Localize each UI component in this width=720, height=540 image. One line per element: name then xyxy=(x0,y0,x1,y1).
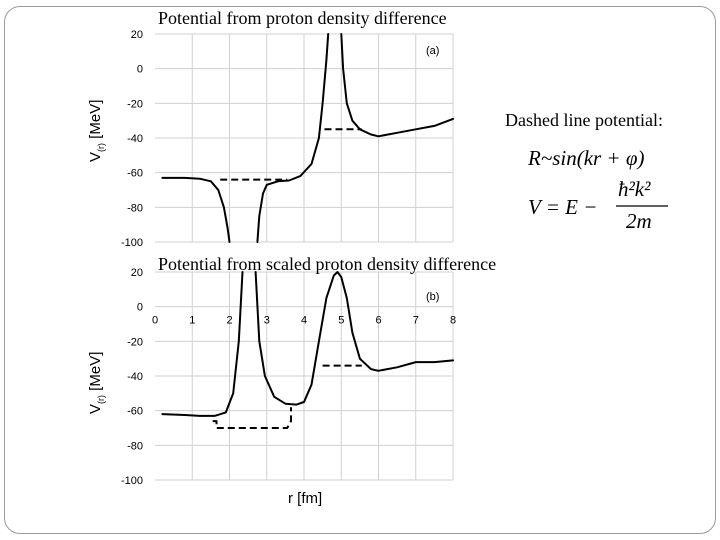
panel-b-y-tick-label: -40 xyxy=(127,371,143,383)
formula-wavefunction: R~sin(kr + φ) xyxy=(527,146,644,170)
panel-a-series-potential-2 xyxy=(340,33,454,138)
panel-b-x-axis-label: r [fm] xyxy=(288,490,322,507)
panel-b-x-tick-label: 7 xyxy=(413,315,419,327)
formula-potential-lhs: V = E − xyxy=(528,195,597,219)
panel-a-gridlines xyxy=(155,33,454,243)
panel-b-y-tick-label: -80 xyxy=(127,440,143,452)
panel-a-y-tick-label: -60 xyxy=(127,168,143,180)
panel-b-y-tick-label: 20 xyxy=(131,267,143,279)
panel-b-y-tick-label: -100 xyxy=(121,475,143,487)
panel-b-y-tick-label: -20 xyxy=(127,336,143,348)
panel-b-x-tick-label: 2 xyxy=(226,315,232,327)
slide-frame xyxy=(4,6,716,534)
panel-b-x-tick-label: 4 xyxy=(301,315,307,327)
panel-b-series xyxy=(161,271,454,429)
panel-a-y-axis-label: V(r) [MeV] xyxy=(87,100,106,162)
panel-b-title: Potential from scaled proton density dif… xyxy=(158,254,496,274)
dashed-line-caption: Dashed line potential: xyxy=(505,110,663,130)
panel-b-series-potential-1 xyxy=(254,271,454,406)
panel-b-series-potential-0 xyxy=(161,271,244,417)
panel-a-series-potential-0 xyxy=(161,176,231,243)
panel-b-label: (b) xyxy=(426,291,439,303)
panel-b-x-tick-label: 6 xyxy=(375,315,381,327)
formula-potential-numerator: ħ²k² xyxy=(618,177,651,201)
panel-a-y-tick-label: -20 xyxy=(127,98,143,110)
panel-b-y-tick-label: 0 xyxy=(137,302,143,314)
panel-b-x-tick-label: 5 xyxy=(338,315,344,327)
panel-b-x-tick-label: 0 xyxy=(152,315,158,327)
panel-a-y-tick-label: -100 xyxy=(121,237,143,249)
panel-a-y-tick-label: -80 xyxy=(127,202,143,214)
panel-a-y-tick-label: 0 xyxy=(137,64,143,76)
panel-b-x-tick-label: 3 xyxy=(264,315,270,327)
panel-a-y-tick-label: 20 xyxy=(131,29,143,41)
panel-a-title: Potential from proton density difference xyxy=(158,8,447,28)
panel-a-y-tick-label: -40 xyxy=(127,133,143,145)
panel-b-series-dashed-2 xyxy=(212,407,292,429)
panel-a: 20 0 -20 -40 -60 -80 -100 Potential from proto… xyxy=(87,8,454,249)
panel-b-x-tick-labels: 0 1 2 3 4 5 6 7 8 xyxy=(152,315,456,327)
panel-b-y-axis-label: V(r) [MeV] xyxy=(87,352,106,414)
panel-b: 20 0 -20 -40 -60 -80 -100 0 1 2 3 4 5 6 7 8 Potential … xyxy=(87,254,496,507)
panel-a-y-tick-labels: 20 0 -20 -40 -60 -80 -100 xyxy=(121,29,143,249)
panel-b-y-tick-label: -60 xyxy=(127,406,143,418)
panel-b-x-tick-label: 8 xyxy=(450,315,456,327)
panel-b-x-tick-label: 1 xyxy=(189,315,195,327)
panel-a-series-potential-1 xyxy=(256,33,330,243)
panel-b-gridlines xyxy=(155,271,454,481)
panel-a-series xyxy=(161,33,454,243)
formula-potential-denominator: 2m xyxy=(626,209,652,233)
panel-b-y-tick-labels: 20 0 -20 -40 -60 -80 -100 xyxy=(121,267,143,487)
panel-a-label: (a) xyxy=(426,45,439,57)
